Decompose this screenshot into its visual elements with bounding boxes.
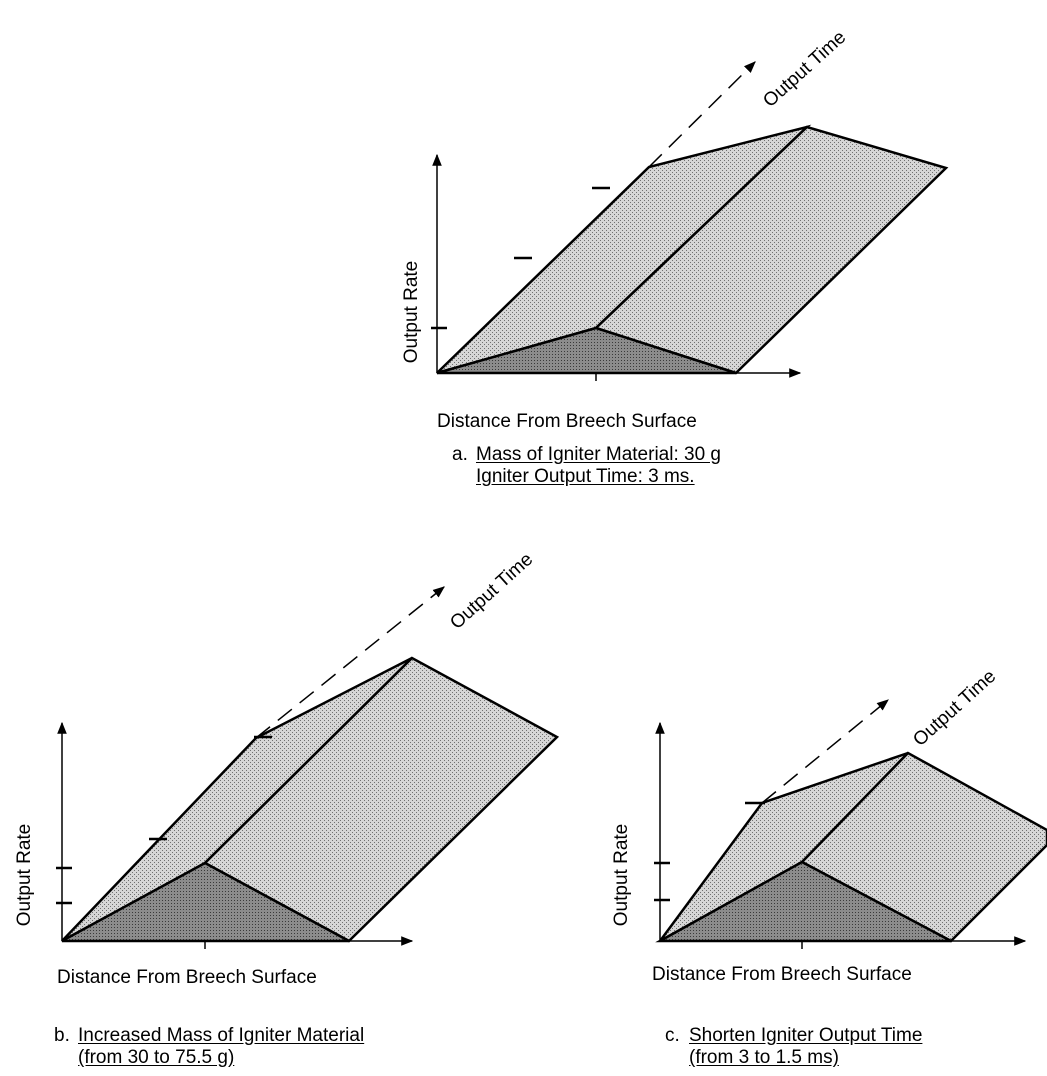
y-axis-label: Output Rate	[14, 824, 35, 926]
depth-axis-label: Output Time	[909, 666, 1000, 751]
x-axis-label: Distance From Breech Surface	[652, 964, 912, 985]
caption-a: a. Mass of Igniter Material: 30 g Igniter…	[452, 444, 721, 488]
caption-c: c. Shorten Igniter Output Time (from 3 to…	[665, 1025, 922, 1069]
depth-axis-label: Output Time	[446, 549, 537, 634]
depth-axis	[255, 586, 445, 739]
caption-line-1: Shorten Igniter Output Time	[689, 1025, 923, 1046]
diagram-a: Output Rate Output Time Distance From Br…	[401, 27, 949, 432]
depth-axis-label: Output Time	[759, 27, 850, 112]
caption-letter: b.	[54, 1025, 70, 1046]
caption-letter: c.	[665, 1025, 680, 1046]
y-axis-label: Output Rate	[401, 261, 422, 363]
depth-axis	[648, 61, 756, 168]
caption-line-2: (from 3 to 1.5 ms)	[689, 1047, 839, 1068]
x-axis-label: Distance From Breech Surface	[57, 967, 317, 988]
diagram-b: Output Rate Output Time Distance From Br…	[14, 549, 560, 988]
diagram-c: Output Rate Output Time Distance From Br…	[611, 666, 1047, 985]
caption-line-1: Mass of Igniter Material: 30 g	[476, 444, 721, 465]
caption-line-2: (from 30 to 75.5 g)	[78, 1047, 235, 1068]
caption-b: b. Increased Mass of Igniter Material (fr…	[54, 1025, 364, 1069]
caption-letter: a.	[452, 444, 468, 465]
caption-line-2: Igniter Output Time: 3 ms.	[476, 466, 695, 487]
y-axis-label: Output Rate	[611, 824, 632, 926]
x-axis-label: Distance From Breech Surface	[437, 411, 697, 432]
caption-line-1: Increased Mass of Igniter Material	[78, 1025, 365, 1046]
